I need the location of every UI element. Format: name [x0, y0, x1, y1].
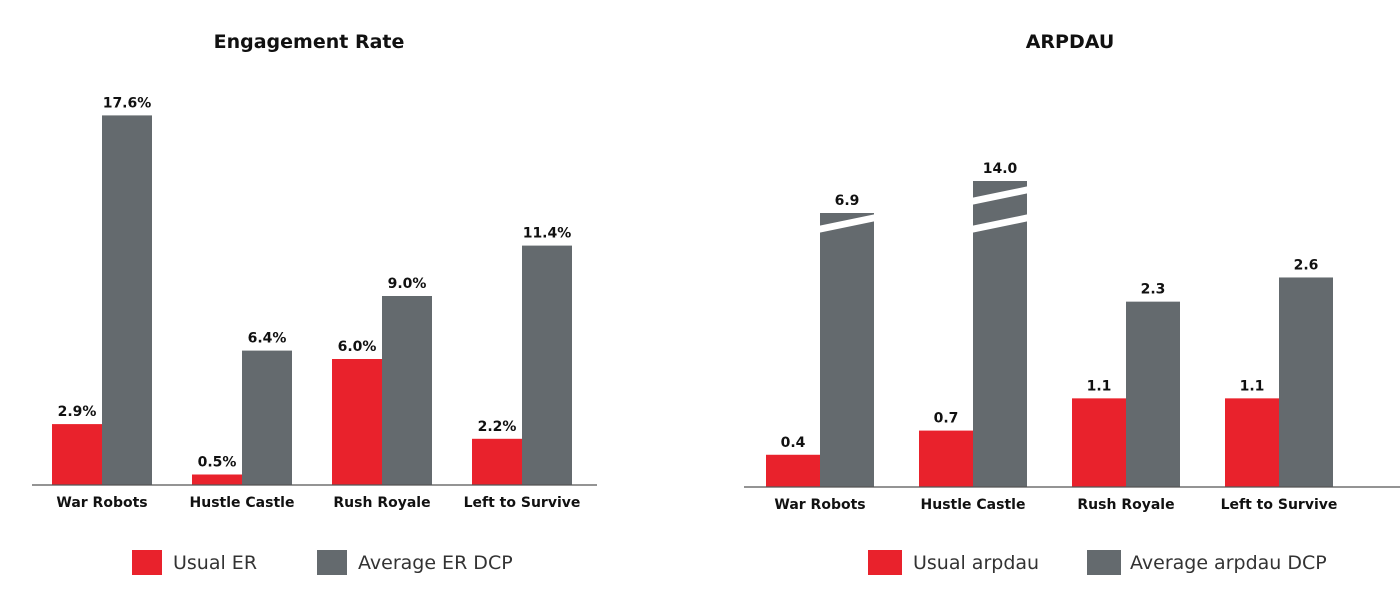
data-label-average-arpdau-dcp-war-robots: 6.9 — [835, 193, 860, 209]
bar-usual-er-left-to-survive — [472, 438, 522, 485]
arpdau-chart: ARPDAU 0.4 6.9 War Robots 0.7 14.0 Hustle Cas… — [744, 31, 1400, 575]
bar-usual-er-hustle-castle — [192, 474, 242, 485]
bar-average-arpdau-dcp-left-to-survive — [1279, 277, 1333, 487]
legend-swatch-usual-er — [132, 550, 162, 575]
bar-average-arpdau-dcp-war-robots — [820, 213, 874, 487]
data-label-average-er-dcp-war-robots: 17.6% — [103, 95, 152, 111]
axis-break-hustle-castle-1 — [971, 186, 1029, 205]
x-tick-label-left-to-survive: Left to Survive — [464, 495, 581, 511]
legend: Usual ER Average ER DCP — [132, 550, 513, 575]
data-label-average-arpdau-dcp-rush-royale: 2.3 — [1141, 282, 1166, 298]
x-tick-label-rush-royale: Rush Royale — [1077, 497, 1174, 513]
bar-usual-er-war-robots — [52, 424, 102, 485]
legend-swatch-usual-arpdau — [868, 550, 902, 575]
legend-label-usual-er: Usual ER — [173, 552, 257, 574]
data-label-usual-er-rush-royale: 6.0% — [338, 339, 377, 355]
data-label-usual-er-hustle-castle: 0.5% — [198, 455, 237, 471]
bar-usual-arpdau-left-to-survive — [1225, 398, 1279, 487]
legend-label-average-arpdau-dcp: Average arpdau DCP — [1130, 552, 1327, 574]
plot-area: 2.9% 17.6% War Robots 0.5% 6.4% Hustle Castle… — [32, 95, 597, 511]
bar-usual-er-rush-royale — [332, 359, 382, 485]
x-tick-label-war-robots: War Robots — [774, 497, 865, 513]
legend-label-average-er-dcp: Average ER DCP — [358, 552, 513, 574]
axis-break-war-robots-1 — [818, 214, 876, 233]
axis-break-hustle-castle-2 — [971, 214, 1029, 233]
bar-average-arpdau-dcp-rush-royale — [1126, 301, 1180, 487]
data-label-average-arpdau-dcp-hustle-castle: 14.0 — [983, 161, 1018, 177]
chart-title: Engagement Rate — [214, 31, 405, 53]
bar-usual-arpdau-rush-royale — [1072, 398, 1126, 487]
chart-title: ARPDAU — [1026, 31, 1115, 53]
data-label-usual-arpdau-hustle-castle: 0.7 — [934, 411, 959, 427]
data-label-average-er-dcp-hustle-castle: 6.4% — [248, 331, 287, 347]
data-label-average-er-dcp-rush-royale: 9.0% — [388, 276, 427, 292]
data-label-usual-arpdau-rush-royale: 1.1 — [1087, 378, 1112, 394]
data-label-average-arpdau-dcp-left-to-survive: 2.6 — [1294, 257, 1319, 273]
legend-swatch-average-arpdau-dcp — [1087, 550, 1121, 575]
data-label-usual-er-war-robots: 2.9% — [58, 404, 97, 420]
engagement-rate-chart: Engagement Rate 2.9% 17.6% War Robots 0.5% 6… — [32, 31, 597, 575]
legend-swatch-average-er-dcp — [317, 550, 347, 575]
bar-average-er-dcp-war-robots — [102, 115, 152, 486]
bar-average-er-dcp-rush-royale — [382, 296, 432, 485]
bar-average-arpdau-dcp-hustle-castle — [973, 181, 1027, 487]
data-label-usual-arpdau-left-to-survive: 1.1 — [1240, 378, 1265, 394]
x-tick-label-war-robots: War Robots — [56, 495, 147, 511]
x-tick-label-rush-royale: Rush Royale — [333, 495, 430, 511]
data-label-usual-er-left-to-survive: 2.2% — [478, 419, 517, 435]
data-label-average-er-dcp-left-to-survive: 11.4% — [523, 226, 572, 242]
x-tick-label-left-to-survive: Left to Survive — [1221, 497, 1338, 513]
bar-average-er-dcp-left-to-survive — [522, 245, 572, 485]
plot-area: 0.4 6.9 War Robots 0.7 14.0 Hustle Castle 1.1 2… — [744, 161, 1400, 513]
legend-label-usual-arpdau: Usual arpdau — [913, 552, 1039, 574]
bar-usual-arpdau-war-robots — [766, 454, 820, 487]
legend: Usual arpdau Average arpdau DCP — [868, 550, 1327, 575]
x-tick-label-hustle-castle: Hustle Castle — [921, 497, 1026, 513]
bar-usual-arpdau-hustle-castle — [919, 430, 973, 487]
bar-average-er-dcp-hustle-castle — [242, 350, 292, 485]
data-label-usual-arpdau-war-robots: 0.4 — [781, 435, 806, 451]
x-tick-label-hustle-castle: Hustle Castle — [190, 495, 295, 511]
